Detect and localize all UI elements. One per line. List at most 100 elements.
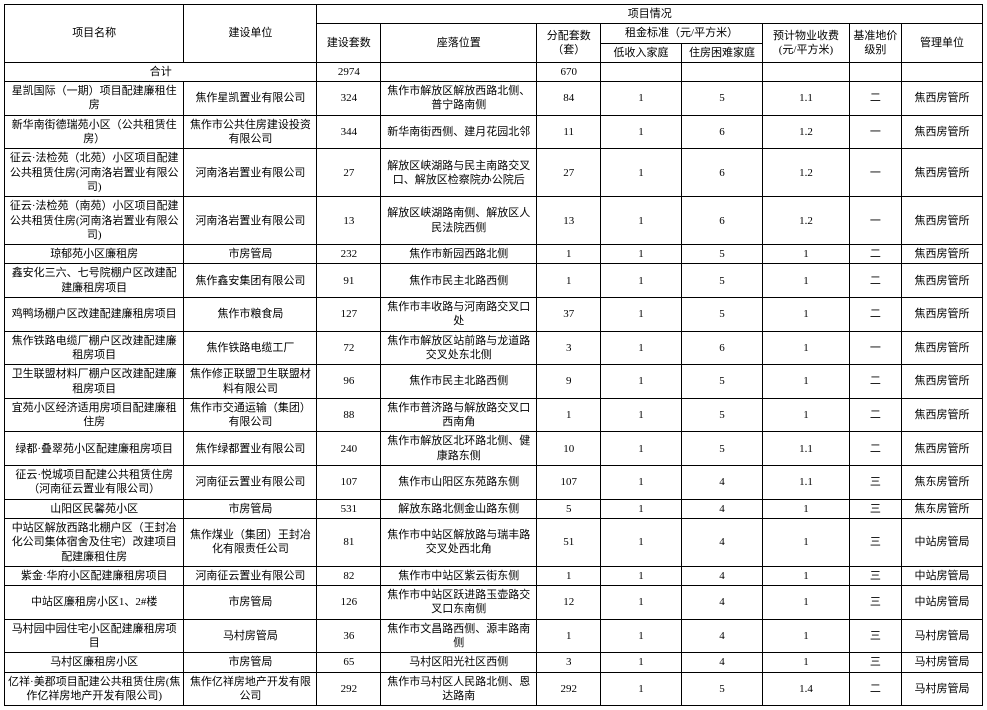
th-rent-std: 租金标准（元/平方米） — [601, 24, 763, 43]
cell-alloc: 37 — [537, 298, 601, 332]
cell-build: 96 — [317, 365, 381, 399]
cell-base: 二 — [849, 432, 901, 466]
cell-fee: 1.2 — [763, 197, 850, 245]
cell-mgmt: 焦西房管所 — [901, 149, 982, 197]
table-row: 紫金·华府小区配建廉租房项目河南征云置业有限公司82焦作市中站区紫云街东侧114… — [5, 566, 983, 585]
table-row: 征云·法检苑（南苑）小区项目配建公共租赁住房(河南洛岩置业有限公司)河南洛岩置业… — [5, 197, 983, 245]
cell-r2: 4 — [682, 653, 763, 672]
cell-r2: 4 — [682, 566, 763, 585]
table-row: 星凯国际（一期）项目配建廉租住房焦作星凯置业有限公司324焦作市解放区解放西路北… — [5, 82, 983, 116]
cell-alloc: 12 — [537, 586, 601, 620]
cell-r1: 1 — [601, 672, 682, 706]
cell-base: 三 — [849, 586, 901, 620]
cell-r2: 5 — [682, 672, 763, 706]
cell-name: 马村园中园住宅小区配建廉租房项目 — [5, 619, 184, 653]
cell-alloc: 84 — [537, 82, 601, 116]
cell-r2: 5 — [682, 245, 763, 264]
cell-r2: 4 — [682, 499, 763, 518]
cell-mgmt: 焦西房管所 — [901, 197, 982, 245]
cell-alloc: 13 — [537, 197, 601, 245]
cell-r2: 5 — [682, 432, 763, 466]
cell-name: 琼郁苑小区廉租房 — [5, 245, 184, 264]
cell-r2: 5 — [682, 365, 763, 399]
cell-r2: 4 — [682, 466, 763, 500]
cell-loc: 新华南街西侧、建月花园北邻 — [381, 115, 537, 149]
cell-alloc: 3 — [537, 331, 601, 365]
td-total-base — [849, 62, 901, 81]
cell-mgmt: 焦西房管所 — [901, 82, 982, 116]
cell-r1: 1 — [601, 499, 682, 518]
table-row: 宜苑小区经济适用房项目配建廉租住房焦作市交通运输（集团）有限公司88焦作市普济路… — [5, 398, 983, 432]
cell-mgmt: 焦西房管所 — [901, 298, 982, 332]
cell-fee: 1 — [763, 518, 850, 566]
table-row: 绿都·叠翠苑小区配建廉租房项目焦作绿都置业有限公司240焦作市解放区北环路北侧、… — [5, 432, 983, 466]
td-total-fee — [763, 62, 850, 81]
th-base-level: 基准地价级别 — [849, 24, 901, 63]
cell-name: 征云·悦城项目配建公共租赁住房（河南征云置业有限公司） — [5, 466, 184, 500]
cell-fee: 1.1 — [763, 466, 850, 500]
cell-name: 亿祥·美郡项目配建公共租赁住房(焦作亿祥房地产开发有限公司) — [5, 672, 184, 706]
cell-base: 三 — [849, 653, 901, 672]
cell-build: 82 — [317, 566, 381, 585]
cell-base: 二 — [849, 264, 901, 298]
cell-r2: 6 — [682, 197, 763, 245]
cell-name: 山阳区民馨苑小区 — [5, 499, 184, 518]
project-table: 项目名称 建设单位 项目情况 建设套数 座落位置 分配套数（套） 租金标准（元/… — [4, 4, 983, 706]
cell-r1: 1 — [601, 245, 682, 264]
cell-name: 焦作铁路电缆厂棚户区改建配建廉租房项目 — [5, 331, 184, 365]
cell-r1: 1 — [601, 432, 682, 466]
cell-name: 鑫安化三六、七号院棚户区改建配建廉租房项目 — [5, 264, 184, 298]
cell-fee: 1 — [763, 566, 850, 585]
cell-build: 240 — [317, 432, 381, 466]
cell-mgmt: 中站房管局 — [901, 586, 982, 620]
cell-loc: 焦作市文昌路西侧、源丰路南侧 — [381, 619, 537, 653]
cell-base: 二 — [849, 398, 901, 432]
cell-unit: 河南征云置业有限公司 — [184, 466, 317, 500]
td-total-mgmt — [901, 62, 982, 81]
cell-alloc: 9 — [537, 365, 601, 399]
table-row: 新华南街德瑞苑小区（公共租赁住房）焦作市公共住房建设投资有限公司344新华南街西… — [5, 115, 983, 149]
table-body: 星凯国际（一期）项目配建廉租住房焦作星凯置业有限公司324焦作市解放区解放西路北… — [5, 82, 983, 706]
cell-unit: 河南洛岩置业有限公司 — [184, 197, 317, 245]
cell-base: 一 — [849, 331, 901, 365]
cell-loc: 马村区阳光社区西侧 — [381, 653, 537, 672]
cell-base: 一 — [849, 115, 901, 149]
cell-mgmt: 焦西房管所 — [901, 432, 982, 466]
cell-mgmt: 焦西房管所 — [901, 115, 982, 149]
cell-alloc: 3 — [537, 653, 601, 672]
cell-build: 88 — [317, 398, 381, 432]
cell-r1: 1 — [601, 331, 682, 365]
th-rent-low: 低收入家庭 — [601, 43, 682, 62]
cell-r1: 1 — [601, 264, 682, 298]
cell-alloc: 10 — [537, 432, 601, 466]
cell-mgmt: 焦西房管所 — [901, 365, 982, 399]
table-row: 马村园中园住宅小区配建廉租房项目马村房管局36焦作市文昌路西侧、源丰路南侧114… — [5, 619, 983, 653]
table-row: 征云·法检苑（北苑）小区项目配建公共租赁住房(河南洛岩置业有限公司)河南洛岩置业… — [5, 149, 983, 197]
cell-fee: 1.1 — [763, 82, 850, 116]
cell-base: 二 — [849, 245, 901, 264]
cell-base: 二 — [849, 672, 901, 706]
cell-build: 324 — [317, 82, 381, 116]
cell-fee: 1.1 — [763, 432, 850, 466]
cell-mgmt: 中站房管局 — [901, 518, 982, 566]
cell-loc: 焦作市解放区北环路北侧、健康路东侧 — [381, 432, 537, 466]
cell-alloc: 1 — [537, 619, 601, 653]
th-build-count: 建设套数 — [317, 24, 381, 63]
cell-fee: 1 — [763, 499, 850, 518]
cell-unit: 焦作市粮食局 — [184, 298, 317, 332]
cell-unit: 焦作星凯置业有限公司 — [184, 82, 317, 116]
cell-base: 三 — [849, 619, 901, 653]
cell-alloc: 1 — [537, 264, 601, 298]
cell-r2: 6 — [682, 331, 763, 365]
cell-fee: 1 — [763, 245, 850, 264]
cell-build: 72 — [317, 331, 381, 365]
cell-unit: 焦作市公共住房建设投资有限公司 — [184, 115, 317, 149]
th-project-info: 项目情况 — [317, 5, 983, 24]
table-row: 琼郁苑小区廉租房市房管局232焦作市新园西路北侧1151二焦西房管所 — [5, 245, 983, 264]
td-total-r2 — [682, 62, 763, 81]
td-total-alloc: 670 — [537, 62, 601, 81]
cell-alloc: 5 — [537, 499, 601, 518]
cell-fee: 1 — [763, 264, 850, 298]
cell-r1: 1 — [601, 365, 682, 399]
cell-alloc: 51 — [537, 518, 601, 566]
